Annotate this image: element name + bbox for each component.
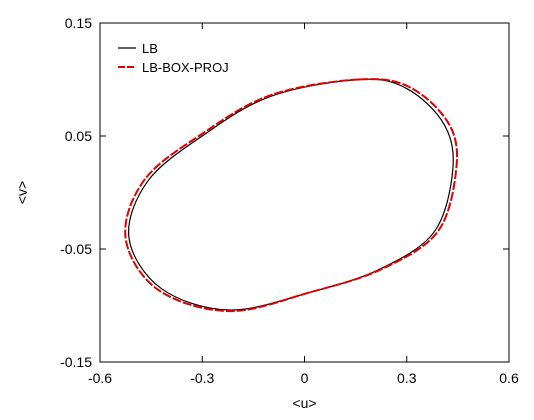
y-tick-label: 0.15 — [65, 15, 92, 31]
y-axis-label: <v> — [14, 181, 30, 204]
axis-ticks — [99, 22, 510, 363]
x-axis-label: <u> — [292, 395, 316, 411]
x-tick-label: -0.6 — [88, 370, 112, 386]
axis-tick-labels: -0.6 -0.3 0 0.3 0.6 -0.15 -0.05 0.05 0.15 — [60, 15, 519, 386]
legend-label: LB-BOX-PROJ — [142, 60, 229, 75]
y-tick-label: 0.05 — [65, 128, 92, 144]
legend: LB LB-BOX-PROJ — [118, 41, 229, 75]
y-tick-label: -0.15 — [60, 354, 92, 370]
series-line-lb — [128, 78, 454, 311]
series-layer — [124, 78, 459, 313]
legend-label: LB — [142, 41, 158, 56]
y-tick-label: -0.05 — [60, 241, 92, 257]
x-tick-label: -0.3 — [190, 370, 214, 386]
x-tick-label: 0.3 — [397, 370, 417, 386]
x-tick-label: 0 — [301, 370, 309, 386]
x-tick-label: 0.6 — [499, 370, 519, 386]
series-line-lb-box-proj — [124, 78, 459, 313]
